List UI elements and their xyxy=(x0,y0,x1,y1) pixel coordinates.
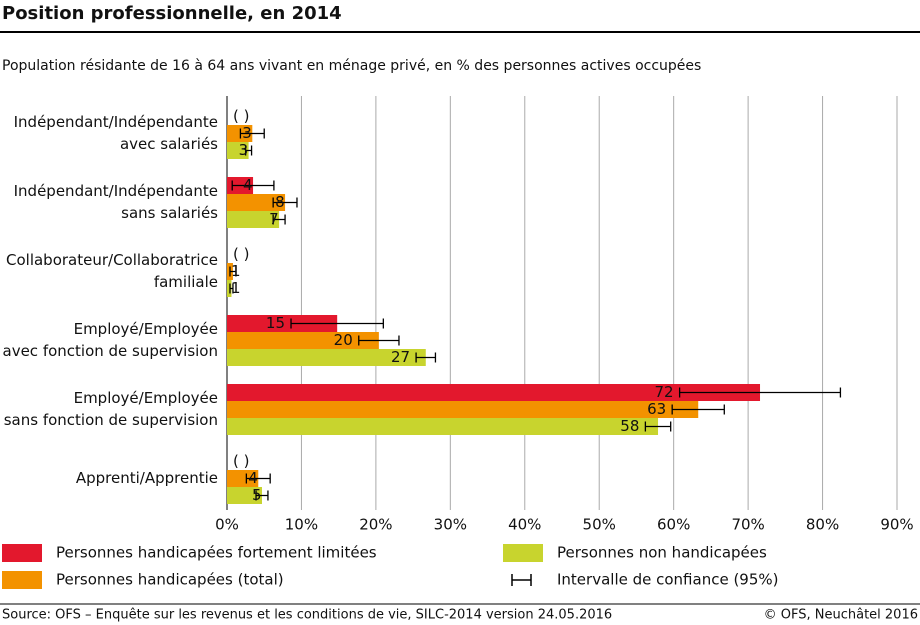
value-label: 3 xyxy=(242,124,252,142)
x-tick-label: 0% xyxy=(215,516,239,534)
legend-label: Intervalle de confiance (95%) xyxy=(557,571,779,589)
value-label: ( ) xyxy=(233,245,249,263)
bar xyxy=(227,280,232,297)
bar xyxy=(227,470,259,487)
chart-subtitle: Population résidante de 16 à 64 ans viva… xyxy=(2,58,701,74)
x-tick-label: 70% xyxy=(731,516,764,534)
x-tick-label: 90% xyxy=(880,516,913,534)
bar xyxy=(227,332,379,349)
y-tick-label: sans fonction de supervision xyxy=(4,411,218,429)
value-label: 1 xyxy=(231,262,241,280)
value-label: 27 xyxy=(391,348,410,366)
value-label: 72 xyxy=(655,383,674,401)
value-label: 1 xyxy=(231,279,241,297)
bar xyxy=(227,142,249,159)
bar xyxy=(227,349,426,366)
error-bar xyxy=(229,283,234,294)
error-bar xyxy=(231,180,275,191)
x-tick-label: 40% xyxy=(508,516,541,534)
value-label: 4 xyxy=(243,176,253,194)
bar xyxy=(227,125,253,142)
bar xyxy=(227,315,338,332)
legend-ci-symbol xyxy=(511,574,532,586)
value-label: 5 xyxy=(252,486,262,504)
value-label: 3 xyxy=(239,141,249,159)
error-bar xyxy=(245,473,271,484)
bar xyxy=(227,194,286,211)
value-label: 8 xyxy=(275,193,285,211)
y-tick-label: Employé/Employée xyxy=(74,320,218,338)
legend-label: Personnes handicapées fortement limitées xyxy=(56,544,377,562)
bar xyxy=(227,401,699,418)
error-bar xyxy=(671,404,725,415)
y-tick-label: Employé/Employée xyxy=(74,389,218,407)
y-tick-label: Indépendant/Indépendante xyxy=(14,113,218,131)
y-tick-label: avec fonction de supervision xyxy=(3,342,219,360)
error-bar xyxy=(272,197,298,208)
chart-title: Position professionnelle, en 2014 xyxy=(2,3,342,24)
y-tick-label: Indépendant/Indépendante xyxy=(14,182,218,200)
value-label: 15 xyxy=(266,314,285,332)
y-tick-label: sans salariés xyxy=(121,204,218,222)
x-tick-label: 20% xyxy=(359,516,392,534)
legend-swatch xyxy=(2,544,42,562)
error-bar xyxy=(229,266,237,277)
value-label: 58 xyxy=(620,417,639,435)
source: Source: OFS – Enquête sur les revenus et… xyxy=(2,608,612,623)
value-label: 20 xyxy=(334,331,353,349)
x-tick-label: 80% xyxy=(806,516,839,534)
error-bar xyxy=(255,490,269,501)
copyright: © OFS, Neuchâtel 2016 xyxy=(764,608,918,623)
error-bar xyxy=(358,335,400,346)
value-label: 63 xyxy=(647,400,666,418)
value-label: 4 xyxy=(248,469,258,487)
bar xyxy=(227,384,761,401)
x-tick-label: 50% xyxy=(583,516,616,534)
legend-label: Personnes non handicapées xyxy=(557,544,767,562)
x-tick-label: 30% xyxy=(434,516,467,534)
x-tick-label: 10% xyxy=(285,516,318,534)
legend-swatch xyxy=(503,544,543,562)
error-bar xyxy=(239,128,265,139)
y-tick-label: avec salariés xyxy=(120,135,218,153)
legend-swatch xyxy=(2,571,42,589)
value-label: ( ) xyxy=(233,107,249,125)
bar xyxy=(227,487,262,504)
value-label: 7 xyxy=(269,210,279,228)
error-bar xyxy=(644,421,672,432)
error-bar xyxy=(415,352,437,363)
bar xyxy=(227,418,659,435)
error-bar xyxy=(290,318,384,329)
error-bar xyxy=(244,145,253,156)
value-label: ( ) xyxy=(233,452,249,470)
y-tick-label: Collaborateur/Collaboratrice xyxy=(6,251,218,269)
error-bar xyxy=(678,387,842,398)
y-tick-label: familiale xyxy=(154,273,218,291)
y-tick-label: Apprenti/Apprentie xyxy=(76,469,218,487)
error-bar xyxy=(272,214,286,225)
x-tick-label: 60% xyxy=(657,516,690,534)
legend-label: Personnes handicapées (total) xyxy=(56,571,284,589)
bar xyxy=(227,211,280,228)
